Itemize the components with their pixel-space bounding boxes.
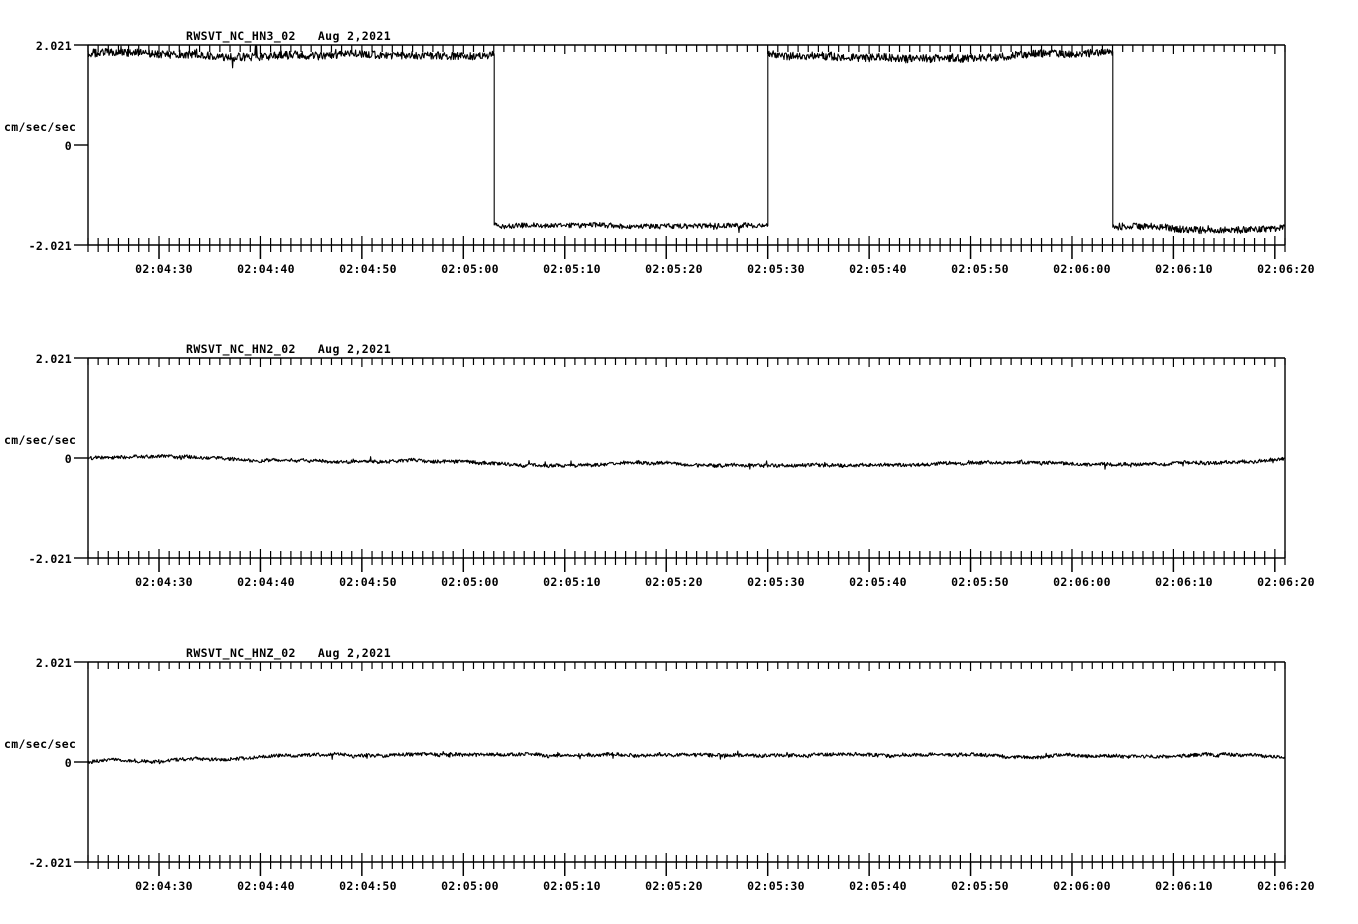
panel-hnz-ytick-min: -2.021 — [28, 856, 72, 870]
panel-hn2-yaxis-unit: cm/sec/sec — [4, 433, 77, 447]
panel-hn2-xtick-4: 02:05:10 — [543, 575, 601, 589]
panel-hn3-xtick-7: 02:05:40 — [849, 262, 907, 276]
panel-hn2-xtick-6: 02:05:30 — [747, 575, 805, 589]
panel-hn3: RWSVT_NC_HN3_02 Aug 2,2021 2.021 cm/sec/… — [0, 0, 1358, 310]
panel-hn2-xtick-7: 02:05:40 — [849, 575, 907, 589]
panel-hn3-xtick-6: 02:05:30 — [747, 262, 805, 276]
panel-hn3-ytick-zero: 0 — [64, 139, 72, 153]
panel-hnz-xtick-7: 02:05:40 — [849, 879, 907, 893]
panel-hn3-xtick-2: 02:04:50 — [339, 262, 397, 276]
panel-hn3-xtick-3: 02:05:00 — [441, 262, 499, 276]
panel-hn2-ytick-min: -2.021 — [28, 552, 72, 566]
panel-hnz-ytick-zero: 0 — [64, 756, 72, 770]
panel-hn2-xtick-3: 02:05:00 — [441, 575, 499, 589]
panel-hn3-plot — [74, 44, 1286, 259]
panel-hn3-xtick-11: 02:06:20 — [1257, 262, 1315, 276]
panel-hnz-xtick-0: 02:04:30 — [135, 879, 193, 893]
panel-hnz-yaxis-unit: cm/sec/sec — [4, 737, 77, 751]
panel-hnz-xtick-1: 02:04:40 — [237, 879, 295, 893]
panel-hn3-ytick-min: -2.021 — [28, 239, 72, 253]
panel-hn2: RWSVT_NC_HN2_02 Aug 2,2021 2.021 cm/sec/… — [0, 313, 1358, 623]
panel-hn3-ytick-max: 2.021 — [35, 39, 72, 53]
panel-hn2-xtick-9: 02:06:00 — [1053, 575, 1111, 589]
panel-hn2-xtick-0: 02:04:30 — [135, 575, 193, 589]
panel-hnz-xtick-6: 02:05:30 — [747, 879, 805, 893]
panel-hnz-xtick-8: 02:05:50 — [951, 879, 1009, 893]
panel-hnz-title: RWSVT_NC_HNZ_02 Aug 2,2021 — [186, 646, 392, 660]
panel-hn2-xtick-1: 02:04:40 — [237, 575, 295, 589]
panel-hn2-xtick-2: 02:04:50 — [339, 575, 397, 589]
panel-hnz-xtick-11: 02:06:20 — [1257, 879, 1315, 893]
panel-hnz-xtick-4: 02:05:10 — [543, 879, 601, 893]
panel-hn2-xtick-10: 02:06:10 — [1155, 575, 1213, 589]
panel-hn2-xtick-11: 02:06:20 — [1257, 575, 1315, 589]
panel-hn2-xtick-8: 02:05:50 — [951, 575, 1009, 589]
panel-hn3-title: RWSVT_NC_HN3_02 Aug 2,2021 — [186, 29, 392, 43]
panel-hn3-xtick-9: 02:06:00 — [1053, 262, 1111, 276]
panel-hnz-xtick-10: 02:06:10 — [1155, 879, 1213, 893]
panel-hn2-plot — [74, 357, 1286, 572]
panel-hn2-title: RWSVT_NC_HN2_02 Aug 2,2021 — [186, 342, 392, 356]
panel-hn3-xtick-8: 02:05:50 — [951, 262, 1009, 276]
panel-hn3-xtick-4: 02:05:10 — [543, 262, 601, 276]
panel-hnz-ytick-max: 2.021 — [35, 656, 72, 670]
panel-hn2-ytick-max: 2.021 — [35, 352, 72, 366]
panel-hn3-xtick-10: 02:06:10 — [1155, 262, 1213, 276]
panel-hn3-xtick-5: 02:05:20 — [645, 262, 703, 276]
panel-hn3-xtick-1: 02:04:40 — [237, 262, 295, 276]
panel-hnz-xtick-2: 02:04:50 — [339, 879, 397, 893]
panel-hn2-ytick-zero: 0 — [64, 452, 72, 466]
panel-hnz-xtick-9: 02:06:00 — [1053, 879, 1111, 893]
panel-hnz-xtick-5: 02:05:20 — [645, 879, 703, 893]
panel-hn3-xtick-0: 02:04:30 — [135, 262, 193, 276]
panel-hn3-yaxis-unit: cm/sec/sec — [4, 120, 77, 134]
panel-hnz-xtick-3: 02:05:00 — [441, 879, 499, 893]
panel-hnz-plot — [74, 661, 1286, 876]
panel-hnz: RWSVT_NC_HNZ_02 Aug 2,2021 2.021 cm/sec/… — [0, 617, 1358, 924]
panel-hn2-xtick-5: 02:05:20 — [645, 575, 703, 589]
